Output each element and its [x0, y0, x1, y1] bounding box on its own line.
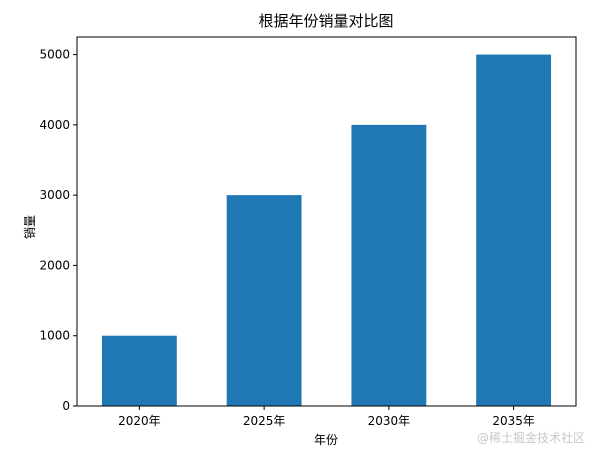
bar-2	[351, 124, 427, 407]
y-tick-label-1: 1000	[39, 329, 70, 343]
y-tick-label-0: 0	[62, 399, 70, 413]
x-tick-label-0: 2020年	[118, 414, 161, 428]
y-tick-label-3: 3000	[39, 188, 70, 202]
y-ticks-group: 0 1000 2000 3000 4000 5000	[39, 48, 77, 413]
x-tick-label-2: 2030年	[368, 414, 411, 428]
chart-title: 根据年份销量对比图	[258, 12, 393, 30]
bar-0	[101, 335, 177, 406]
y-tick-label-4: 4000	[39, 118, 70, 132]
bars-group	[101, 54, 552, 407]
x-tick-label-3: 2035年	[492, 414, 535, 428]
y-axis-label: 销量	[23, 215, 37, 239]
x-ticks-group: 2020年 2025年 2030年 2035年	[118, 406, 535, 428]
x-tick-label-1: 2025年	[243, 414, 286, 428]
bar-3	[476, 54, 552, 406]
y-tick-label-5: 5000	[39, 48, 70, 62]
x-axis-label: 年份	[314, 433, 338, 447]
plot-frame	[76, 36, 577, 407]
watermark: @稀土掘金技术社区	[476, 431, 585, 445]
y-tick-label-2: 2000	[39, 258, 70, 272]
bar-1	[226, 195, 302, 406]
